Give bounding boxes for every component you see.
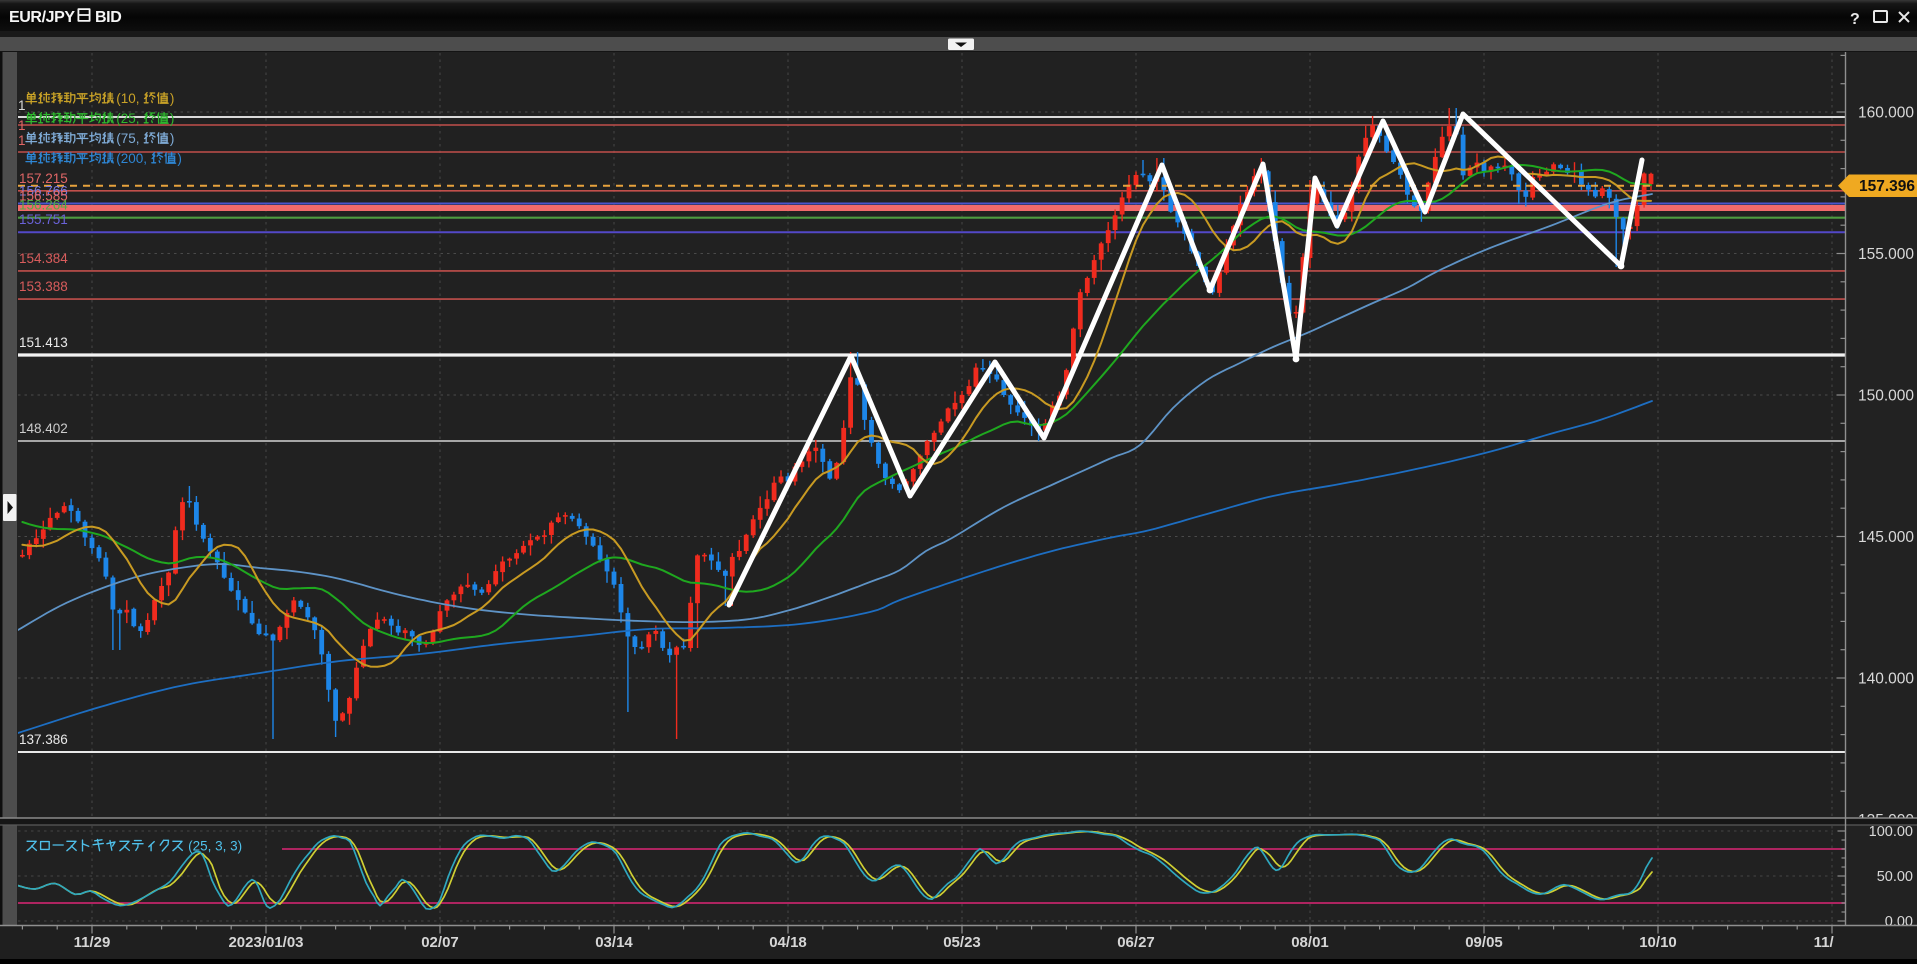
svg-text:EUR/JPY: EUR/JPY — [9, 9, 75, 26]
svg-text:BID: BID — [95, 9, 121, 26]
svg-text:156.264: 156.264 — [19, 198, 68, 213]
svg-text:(200,: (200, — [116, 151, 151, 166]
svg-text:151.413: 151.413 — [19, 335, 68, 350]
svg-text:02/07: 02/07 — [421, 934, 459, 951]
svg-text:1: 1 — [18, 118, 26, 133]
svg-text:): ) — [177, 151, 182, 166]
svg-text:1: 1 — [18, 98, 26, 113]
svg-text:156.585: 156.585 — [19, 189, 68, 204]
svg-text:10/10: 10/10 — [1639, 934, 1677, 951]
svg-text:137.386: 137.386 — [19, 732, 68, 747]
svg-text:135.000: 135.000 — [1858, 812, 1914, 829]
svg-text:153.388: 153.388 — [19, 279, 68, 294]
svg-text:155.000: 155.000 — [1858, 246, 1914, 263]
svg-text:11/29: 11/29 — [74, 934, 111, 951]
svg-text:157.396: 157.396 — [1859, 178, 1915, 195]
svg-text:09/05: 09/05 — [1465, 934, 1503, 951]
svg-text:150.000: 150.000 — [1858, 388, 1914, 405]
svg-text:2023/01/03: 2023/01/03 — [228, 934, 303, 951]
svg-text:): ) — [170, 111, 175, 126]
svg-text:100.00: 100.00 — [1869, 824, 1913, 840]
svg-text:?: ? — [1850, 11, 1860, 28]
svg-text:157.215: 157.215 — [19, 171, 68, 186]
svg-text:11/14: 11/14 — [1814, 934, 1851, 951]
svg-text:155.751: 155.751 — [19, 212, 68, 227]
svg-text:156.766: 156.766 — [19, 184, 68, 199]
svg-text:(25,: (25, — [116, 111, 143, 126]
svg-text:08/01: 08/01 — [1291, 934, 1329, 951]
svg-text:): ) — [170, 131, 175, 146]
svg-text:145.000: 145.000 — [1858, 529, 1914, 546]
svg-text:03/14: 03/14 — [595, 934, 633, 951]
svg-text:): ) — [170, 91, 175, 106]
svg-text:0.00: 0.00 — [1885, 914, 1913, 930]
svg-text:1: 1 — [18, 133, 26, 148]
svg-text:06/27: 06/27 — [1117, 934, 1155, 951]
svg-text:50.00: 50.00 — [1877, 869, 1913, 885]
svg-text:(10,: (10, — [116, 91, 143, 106]
svg-text:154.384: 154.384 — [19, 251, 68, 266]
svg-text:(25, 3, 3): (25, 3, 3) — [188, 839, 242, 854]
svg-text:148.402: 148.402 — [19, 421, 68, 436]
svg-text:05/23: 05/23 — [943, 934, 981, 951]
svg-text:04/18: 04/18 — [769, 934, 807, 951]
svg-text:160.000: 160.000 — [1858, 105, 1914, 122]
svg-text:140.000: 140.000 — [1858, 671, 1914, 688]
svg-text:(75,: (75, — [116, 131, 143, 146]
